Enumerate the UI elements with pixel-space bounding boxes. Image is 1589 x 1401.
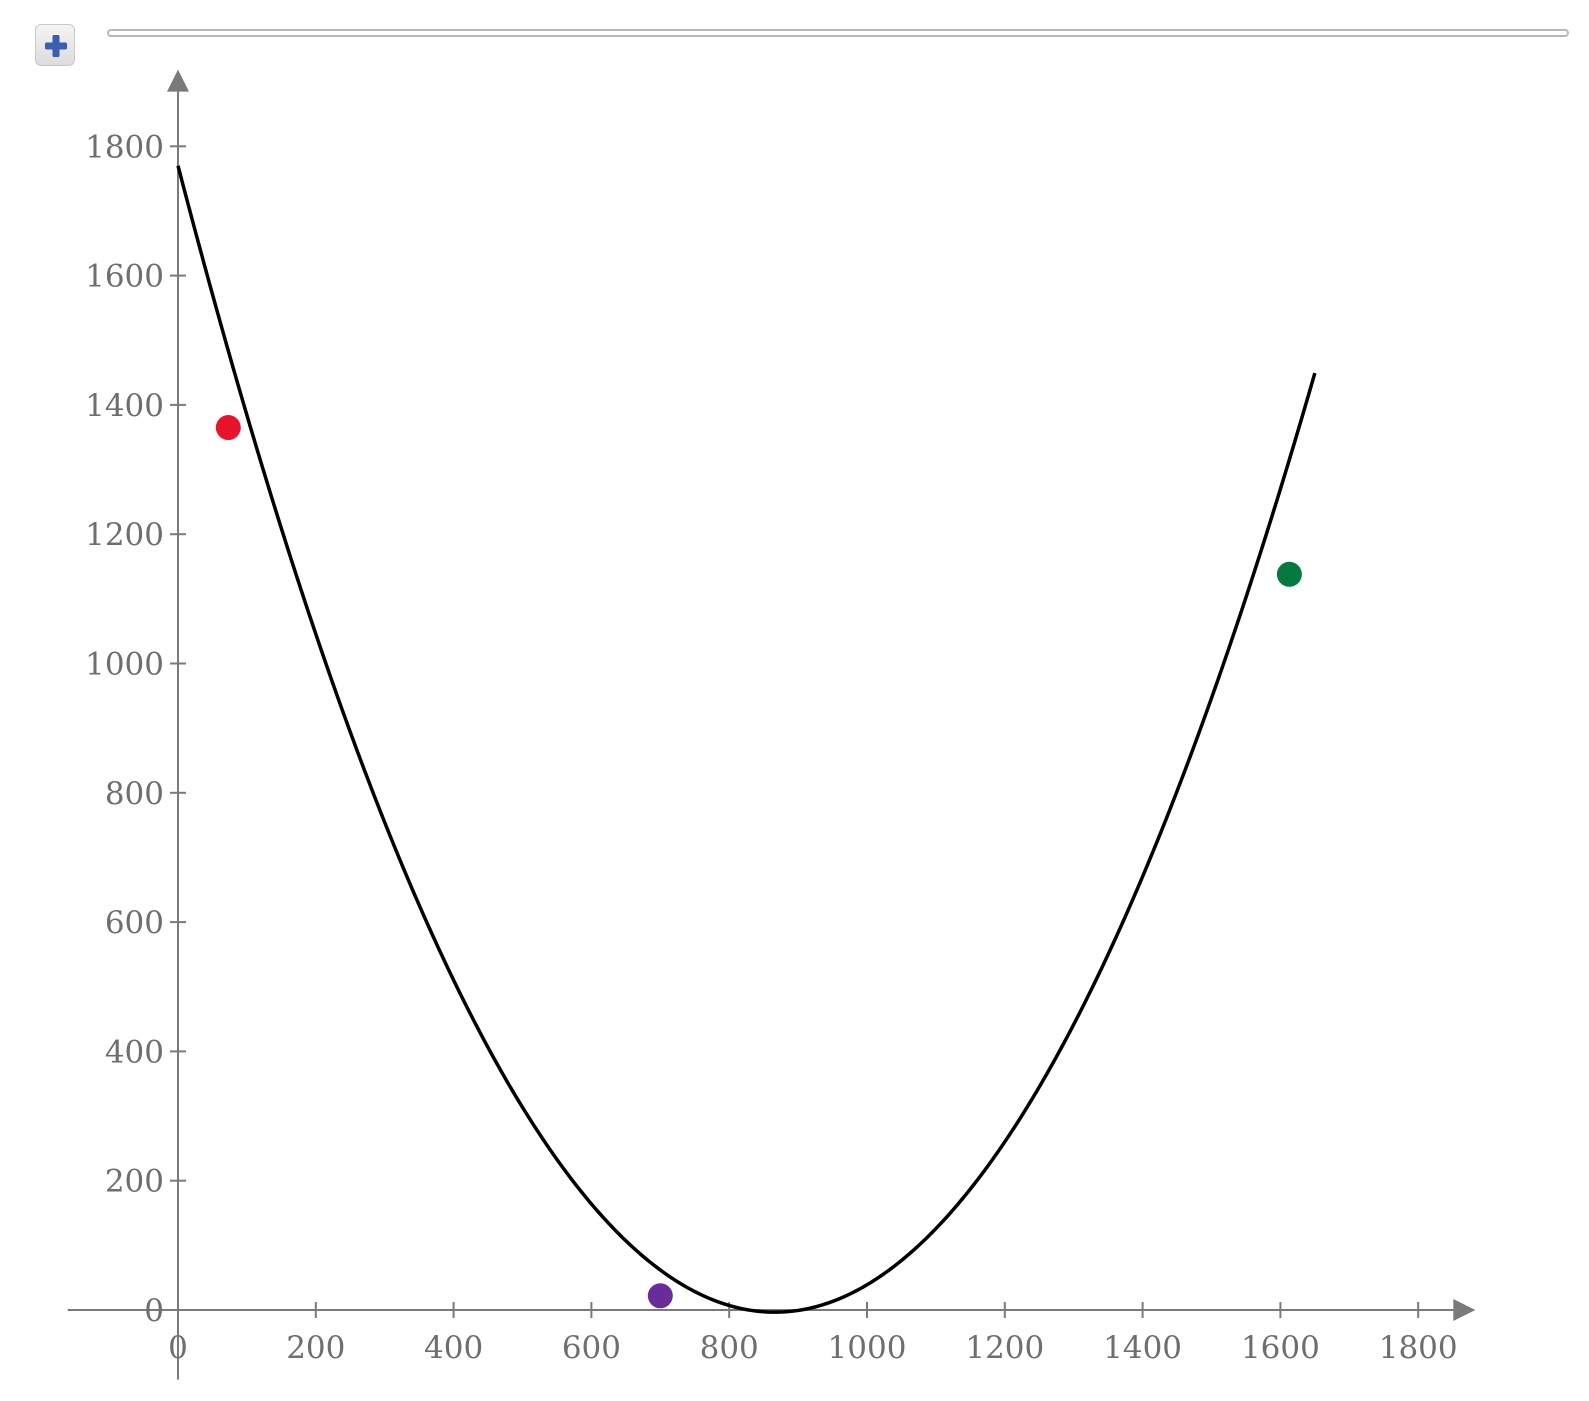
x-tick-label: 1800 <box>1379 1330 1458 1366</box>
data-point[interactable] <box>215 415 241 441</box>
y-tick-label: 0 <box>144 1293 164 1329</box>
add-item-button[interactable] <box>35 24 75 66</box>
x-tick-label: 600 <box>562 1330 621 1366</box>
curve-layer <box>176 165 1317 1314</box>
tick-labels: 0 200 400 600 800 1000 1200 1400 1600 1800 0 200 400… <box>85 129 1458 1366</box>
x-tick-label: 1600 <box>1241 1330 1320 1366</box>
graph-toolbar <box>0 0 1589 70</box>
x-tick-label: 1400 <box>1103 1330 1182 1366</box>
data-point[interactable] <box>1276 561 1302 587</box>
x-tick-label: 1000 <box>828 1330 907 1366</box>
y-tick-label: 1400 <box>85 388 164 424</box>
parabola-curve <box>176 165 1317 1314</box>
ticks <box>170 145 1420 1318</box>
x-axis-arrow <box>1453 1299 1476 1321</box>
y-axis-arrow <box>167 69 189 92</box>
y-tick-label: 600 <box>105 905 164 941</box>
y-tick-label: 200 <box>105 1164 164 1200</box>
plus-icon <box>45 35 67 57</box>
point-layer <box>215 415 1302 1309</box>
y-tick-label: 1600 <box>85 259 164 295</box>
y-tick-label: 1200 <box>85 517 164 553</box>
x-tick-label: 1200 <box>965 1330 1044 1366</box>
x-tick-label: 800 <box>700 1330 759 1366</box>
y-tick-label: 800 <box>105 776 164 812</box>
axes <box>67 69 1476 1380</box>
data-point[interactable] <box>647 1283 673 1309</box>
x-tick-label: 0 <box>168 1330 188 1366</box>
y-tick-label: 1800 <box>85 129 164 165</box>
y-tick-label: 1000 <box>85 647 164 683</box>
x-tick-label: 200 <box>286 1330 345 1366</box>
slider-track[interactable] <box>107 29 1569 37</box>
x-tick-label: 400 <box>424 1330 483 1366</box>
y-tick-label: 400 <box>105 1034 164 1070</box>
